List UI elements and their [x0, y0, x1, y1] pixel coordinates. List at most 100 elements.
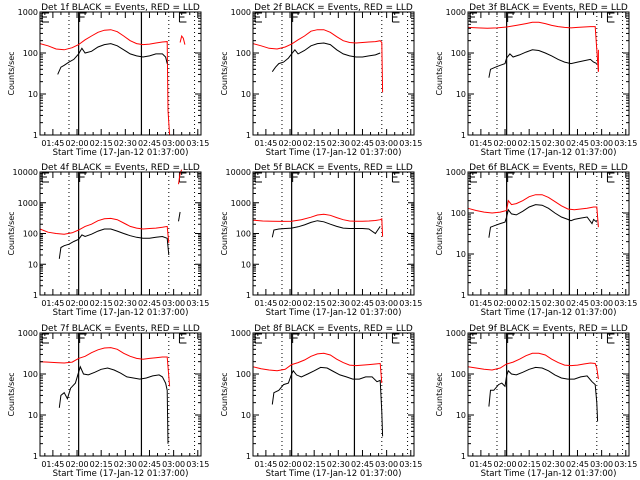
- interval-marker-e: [178, 333, 187, 344]
- x-tick-label: 02:15: [303, 460, 326, 469]
- x-tick-label: 03:00: [375, 460, 398, 469]
- series-lld-line: [252, 29, 384, 93]
- x-tick-label: 02:45: [566, 460, 589, 469]
- y-tick-label: 1000: [18, 199, 38, 208]
- x-tick-label: 01:45: [41, 460, 64, 469]
- series-lld-line: [39, 29, 171, 136]
- y-tick-label: 100: [451, 370, 466, 379]
- chart-title: Det 6f BLACK = Events, RED = LLD: [469, 163, 628, 173]
- x-tick-label: 03:00: [590, 299, 613, 308]
- x-tick-label: 02:45: [351, 460, 374, 469]
- interval-marker-e: [469, 172, 477, 183]
- y-tick-label: 100: [23, 230, 38, 239]
- y-tick-label: 10: [456, 90, 466, 99]
- series-events-tail-line: [178, 211, 181, 222]
- y-tick-label: 100: [236, 230, 251, 239]
- y-tick-label: 1: [461, 291, 466, 300]
- series-lld-tail-line: [178, 169, 183, 185]
- chart-panel-7: Det 7f BLACK = Events, RED = LLD 1 10 100 10…: [7, 324, 209, 479]
- y-axis-label: Counts/sec: [220, 372, 229, 416]
- x-tick-label: 01:45: [254, 139, 277, 148]
- x-tick-label: 03:15: [186, 460, 209, 469]
- x-tick-label: 02:15: [303, 299, 326, 308]
- interval-marker-e: [178, 172, 187, 183]
- x-tick-label: 03:15: [614, 299, 637, 308]
- y-axis-label: Counts/sec: [220, 51, 229, 95]
- interval-marker-e: [254, 12, 262, 23]
- x-tick-label: 02:45: [566, 299, 589, 308]
- chart-panel-9: Det 9f BLACK = Events, RED = LLD 1 10 100 10…: [435, 324, 637, 479]
- chart-title: Det 5f BLACK = Events, RED = LLD: [254, 163, 413, 173]
- interval-marker-e: [469, 12, 477, 23]
- series-lld-line: [39, 347, 171, 387]
- interval-marker-f: [292, 333, 300, 343]
- series-lld-line: [467, 194, 599, 228]
- interval-marker-f: [507, 12, 515, 22]
- x-tick-label: 03:15: [186, 299, 209, 308]
- y-axis-label: Counts/sec: [7, 211, 16, 255]
- chart-panel-6: Det 6f BLACK = Events, RED = LLD 1 10 100 10…: [435, 163, 637, 318]
- x-tick-label: 03:15: [399, 299, 422, 308]
- y-tick-label: 10: [241, 411, 251, 420]
- y-tick-label: 100: [23, 370, 38, 379]
- x-tick-label: 02:45: [351, 299, 374, 308]
- x-tick-label: 02:00: [278, 139, 301, 148]
- interval-marker-f: [292, 12, 300, 22]
- y-tick-label: 1: [246, 131, 251, 140]
- chart-panel-5: Det 5f BLACK = Events, RED = LLD 1 10 100 10…: [220, 163, 422, 318]
- y-tick-label: 10: [28, 411, 38, 420]
- x-tick-label: 02:45: [351, 139, 374, 148]
- y-axis-label: Counts/sec: [220, 211, 229, 255]
- x-tick-label: 03:15: [614, 460, 637, 469]
- x-tick-label: 03:00: [375, 139, 398, 148]
- x-tick-label: 01:45: [41, 299, 64, 308]
- y-tick-label: 10: [28, 90, 38, 99]
- x-tick-label: 02:45: [138, 460, 161, 469]
- y-tick-label: 10: [456, 411, 466, 420]
- series-events-line: [488, 49, 598, 78]
- y-tick-label: 100: [451, 49, 466, 58]
- chart-panel-8: Det 8f BLACK = Events, RED = LLD 1 10 100 10…: [220, 324, 422, 479]
- y-tick-label: 10: [241, 260, 251, 269]
- y-tick-label: 100: [236, 370, 251, 379]
- y-tick-label: 1000: [18, 329, 38, 338]
- y-tick-label: 1000: [231, 199, 251, 208]
- y-axis-label: Counts/sec: [7, 51, 16, 95]
- series-events-line: [271, 366, 384, 437]
- x-axis-label: Start Time (17-Jan-12 01:37:00): [481, 148, 617, 158]
- x-tick-label: 02:00: [493, 139, 516, 148]
- x-tick-label: 02:00: [493, 460, 516, 469]
- x-tick-label: 03:00: [590, 460, 613, 469]
- interval-marker-e: [254, 172, 262, 183]
- series-lld-line: [467, 21, 599, 72]
- x-tick-label: 02:30: [327, 299, 350, 308]
- series-events-line: [271, 42, 381, 72]
- series-lld-line: [252, 352, 383, 384]
- chart-title: Det 1f BLACK = Events, RED = LLD: [41, 3, 200, 13]
- interval-marker-e: [606, 12, 615, 23]
- y-tick-label: 100: [23, 49, 38, 58]
- plot-frame: [467, 11, 630, 136]
- x-tick-label: 02:15: [90, 299, 113, 308]
- x-tick-label: 02:30: [542, 299, 565, 308]
- chart-title: Det 3f BLACK = Events, RED = LLD: [469, 3, 628, 13]
- plot-frame: [252, 332, 415, 457]
- series-lld-tail-line: [179, 34, 186, 45]
- y-tick-label: 1: [246, 452, 251, 461]
- series-events-line: [58, 365, 169, 444]
- y-tick-label: 1: [461, 452, 466, 461]
- series-events-line: [488, 204, 598, 238]
- x-axis-label: Start Time (17-Jan-12 01:37:00): [266, 469, 402, 479]
- chart-title: Det 2f BLACK = Events, RED = LLD: [254, 3, 413, 13]
- plot-frame: [252, 171, 415, 296]
- interval-marker-e: [469, 333, 477, 344]
- x-tick-label: 03:00: [162, 299, 185, 308]
- x-axis-label: Start Time (17-Jan-12 01:37:00): [53, 469, 189, 479]
- chart-panel-4: Det 4f BLACK = Events, RED = LLD 1 10 100 10…: [7, 163, 209, 318]
- y-tick-label: 1: [33, 452, 38, 461]
- y-tick-label: 1000: [446, 329, 466, 338]
- series-events-line: [58, 228, 170, 259]
- x-axis-label: Start Time (17-Jan-12 01:37:00): [53, 148, 189, 158]
- interval-marker-e: [606, 172, 615, 183]
